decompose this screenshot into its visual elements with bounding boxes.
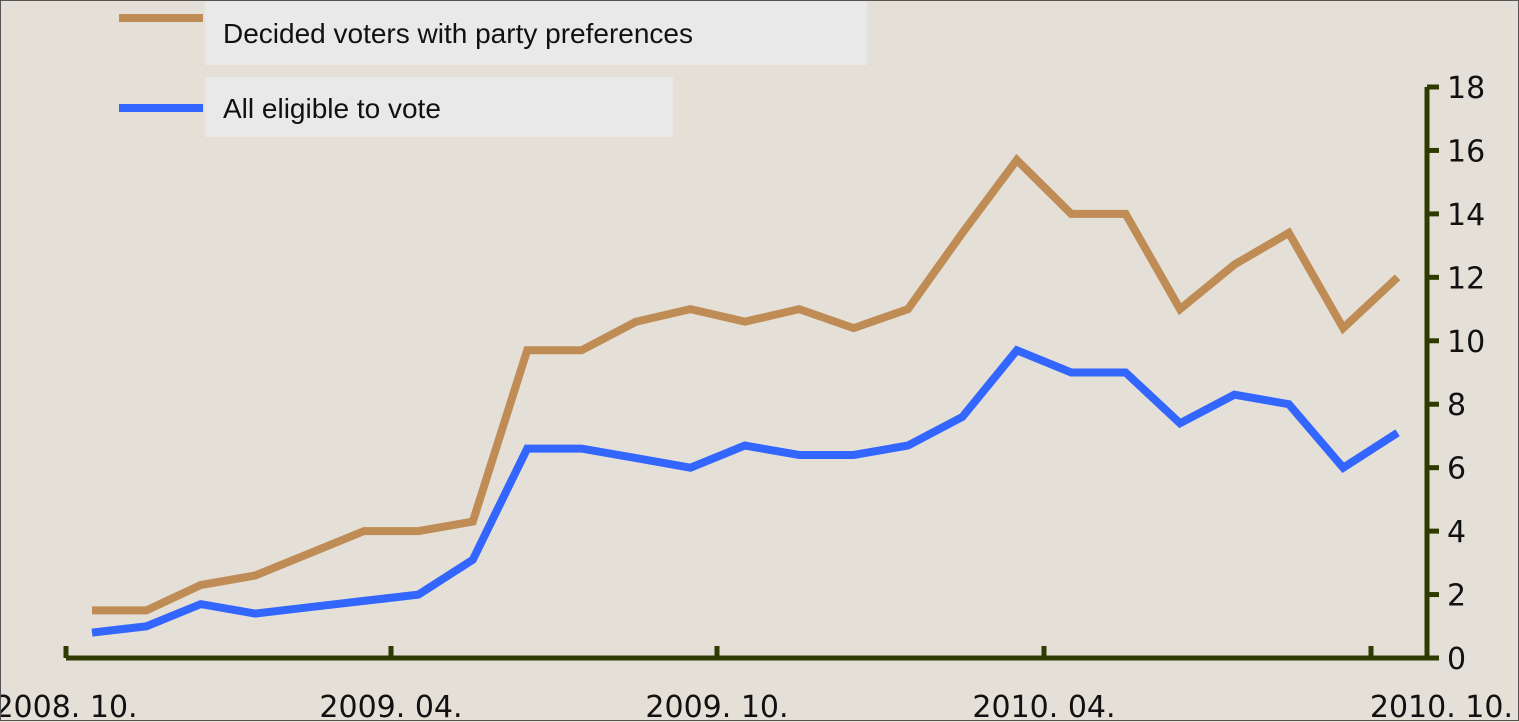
y-tick-label: 0 [1447,642,1466,677]
legend-item-all-eligible: All eligible to vote [119,77,673,137]
series-group [92,160,1398,633]
y-tick-label: 8 [1447,388,1466,423]
legend-label-decided-voters: Decided voters with party preferences [223,18,693,49]
axes: 0 2 4 6 8 10 12 14 16 18 2008. 10. 2009. 04. 2009. 1… [1,71,1513,722]
x-tick-label: 2009. 04. [319,690,462,722]
legend-label-all-eligible: All eligible to vote [223,93,441,124]
x-tick-label: 2010. 04. [972,690,1115,722]
x-tick-label: 2009. 10. [645,690,788,722]
legend-item-decided-voters: Decided voters with party preferences [119,1,867,65]
y-tick-label: 10 [1447,325,1485,360]
y-tick-label: 4 [1447,515,1466,550]
y-tick-label: 6 [1447,452,1466,487]
x-tick-label: 2008. 10. [1,690,138,722]
y-tick-label: 18 [1447,71,1485,106]
series-line-decided-voters [92,160,1398,610]
y-tick-label: 14 [1447,198,1485,233]
y-tick-label: 16 [1447,134,1485,169]
series-line-all-eligible [92,350,1398,632]
legend: Decided voters with party preferences Al… [119,1,867,137]
y-tick-label: 12 [1447,261,1485,296]
x-tick-label: 2010. 10. [1370,690,1513,722]
y-tick-label: 2 [1447,579,1466,614]
